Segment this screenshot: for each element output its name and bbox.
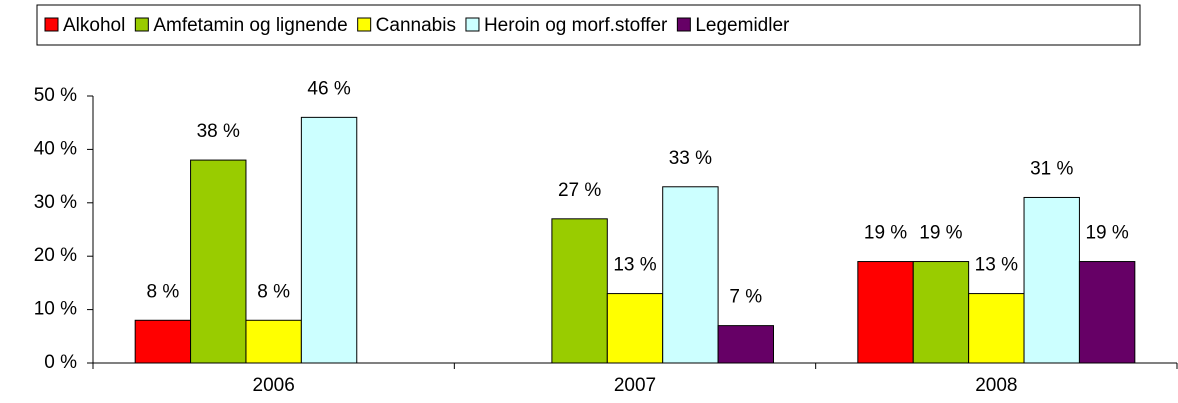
bar	[245, 319, 302, 364]
data-label: 8 %	[257, 281, 290, 302]
bar	[857, 261, 914, 364]
data-label: 19 %	[919, 223, 962, 244]
legend-label: Heroin og morf.stoffer	[484, 15, 668, 36]
legend-label: Alkohol	[63, 15, 125, 36]
legend-swatch	[134, 17, 149, 32]
bar	[717, 325, 774, 364]
data-label: 46 %	[307, 78, 350, 99]
bar	[662, 186, 719, 364]
y-tick-label: 20 %	[34, 245, 77, 266]
bar	[968, 293, 1025, 364]
bar	[606, 293, 664, 364]
data-label: 8 %	[146, 281, 179, 302]
bar	[912, 261, 970, 364]
y-tick-label: 0 %	[44, 352, 77, 373]
legend-label: Legemidler	[695, 15, 790, 36]
data-label: 7 %	[729, 287, 762, 308]
legend-box	[36, 4, 1141, 46]
data-label: 19 %	[864, 223, 907, 244]
data-label: 13 %	[613, 255, 656, 276]
x-tick-label: 2006	[253, 375, 295, 396]
legend-swatch	[676, 17, 691, 32]
x-tick-label: 2008	[975, 375, 1017, 396]
bar	[551, 218, 608, 364]
data-label: 33 %	[669, 148, 712, 169]
data-label: 38 %	[197, 121, 240, 142]
x-tick-label: 2007	[614, 375, 656, 396]
data-label: 31 %	[1030, 158, 1073, 179]
legend-swatch	[44, 17, 59, 32]
legend-label: Cannabis	[376, 15, 456, 36]
bar	[1078, 261, 1136, 364]
data-label: 13 %	[975, 255, 1018, 276]
bar	[1023, 196, 1080, 364]
bar	[134, 319, 192, 364]
bar	[190, 159, 247, 364]
data-label: 19 %	[1085, 223, 1128, 244]
data-label: 27 %	[558, 180, 601, 201]
legend-label: Amfetamin og lignende	[153, 15, 347, 36]
bar	[300, 116, 358, 364]
y-tick-label: 40 %	[34, 138, 77, 159]
y-tick-label: 10 %	[34, 299, 77, 320]
legend-swatch	[465, 17, 480, 32]
y-tick-label: 50 %	[34, 85, 77, 106]
y-tick-label: 30 %	[34, 192, 77, 213]
legend-swatch	[357, 17, 372, 32]
